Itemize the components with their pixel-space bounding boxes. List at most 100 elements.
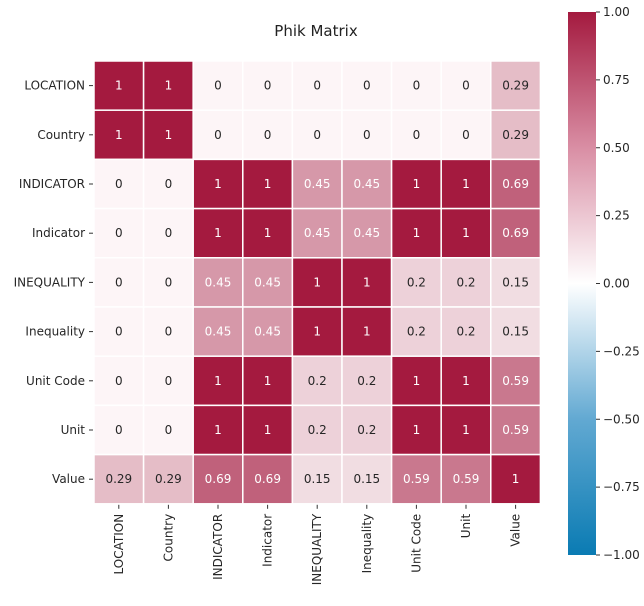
- cell-value-label: 0: [165, 177, 173, 191]
- cell-value-label: 0.69: [502, 177, 529, 191]
- cell-value-label: 0: [363, 128, 371, 142]
- colorbar-tick-label: 0.00: [603, 277, 630, 291]
- heatmap-cell: [192, 158, 244, 210]
- cell-value-label: 0.29: [155, 472, 182, 486]
- x-axis-tick-labels: LOCATION Country INDICATOR Indicator INEQUAL…: [112, 504, 523, 585]
- cell-value-label: 1: [512, 472, 520, 486]
- heatmap-cell: [93, 404, 145, 456]
- colorbar: [568, 12, 596, 555]
- heatmap-cell: [490, 158, 542, 210]
- heatmap-cell: [93, 109, 145, 161]
- cell-value-label: 0.45: [205, 275, 232, 289]
- cell-value-label: 0.69: [205, 472, 232, 486]
- heatmap-cell: [490, 109, 542, 161]
- cell-value-label: 0.59: [453, 472, 480, 486]
- cell-value-label: 0: [165, 275, 173, 289]
- heatmap-cell: [93, 60, 145, 111]
- cell-value-label: 0.59: [502, 374, 529, 388]
- colorbar-tick-label: −1.00: [603, 548, 640, 562]
- cell-value-label: 0.45: [353, 177, 380, 191]
- cell-value-label: 0: [165, 423, 173, 437]
- heatmap-cell: [242, 404, 294, 456]
- y-tick-label: Country: [37, 128, 85, 142]
- cell-value-label: 1: [413, 226, 421, 240]
- heatmap-cell: [440, 60, 492, 111]
- heatmap-cell: [440, 109, 492, 161]
- heatmap-cell: [291, 355, 343, 407]
- cell-value-label: 0: [165, 226, 173, 240]
- cell-value-label: 0: [115, 374, 123, 388]
- cell-value-label: 0.45: [353, 226, 380, 240]
- y-tick-label: Indicator: [32, 226, 85, 240]
- heatmap-cell: [142, 60, 194, 111]
- cell-value-label: 0: [264, 79, 272, 93]
- colorbar-tick-label: 0.50: [603, 141, 630, 155]
- colorbar-tick-label: 0.75: [603, 73, 630, 87]
- heatmap-cell: [142, 453, 194, 505]
- cell-value-label: 0: [264, 128, 272, 142]
- x-tick-label: Unit Code: [409, 514, 423, 573]
- heatmap-cell-labels: 1 1 0 0 0 0 0 0 0.29 1 1 0 0 0 0 0 0 0.29 0 0 1 1 0.45 0.45 1 1 0.…: [105, 79, 529, 487]
- colorbar-tick-label: −0.50: [603, 412, 640, 426]
- cell-value-label: 1: [313, 325, 321, 339]
- cell-value-label: 1: [462, 374, 470, 388]
- cell-value-label: 0.2: [357, 423, 376, 437]
- cell-value-label: 0.45: [254, 325, 281, 339]
- cell-value-label: 0.2: [308, 423, 327, 437]
- cell-value-label: 0.2: [407, 325, 426, 339]
- cell-value-label: 0: [413, 79, 421, 93]
- heatmap-cell: [490, 207, 542, 259]
- chart-title: Phik Matrix: [274, 22, 358, 40]
- cell-value-label: 0: [115, 226, 123, 240]
- heatmap-cell: [93, 158, 145, 210]
- heatmap-cell: [242, 306, 294, 357]
- cell-value-label: 0: [462, 79, 470, 93]
- cell-value-label: 0.2: [456, 325, 475, 339]
- y-tick-label: INDICATOR: [19, 177, 85, 191]
- heatmap-cell: [192, 306, 244, 357]
- cell-value-label: 0.29: [105, 472, 132, 486]
- heatmap-cell: [341, 306, 393, 357]
- cell-value-label: 0.59: [502, 423, 529, 437]
- heatmap-cell: [192, 109, 244, 161]
- x-tick-label: INDICATOR: [211, 514, 225, 580]
- cell-value-label: 0: [115, 325, 123, 339]
- cell-value-label: 0.45: [304, 226, 331, 240]
- cell-value-label: 1: [165, 128, 173, 142]
- heatmap-cell: [341, 453, 393, 505]
- cell-value-label: 1: [214, 423, 222, 437]
- heatmap-cell: [192, 453, 244, 505]
- heatmap-cell: [242, 158, 294, 210]
- cell-value-label: 1: [462, 423, 470, 437]
- cell-value-label: 0.2: [308, 374, 327, 388]
- cell-value-label: 0.45: [254, 275, 281, 289]
- cell-value-label: 0.29: [502, 128, 529, 142]
- cell-value-label: 1: [462, 177, 470, 191]
- heatmap-cell: [291, 109, 343, 161]
- cell-value-label: 0.15: [502, 325, 529, 339]
- cell-value-label: 1: [165, 79, 173, 93]
- cell-value-label: 1: [413, 423, 421, 437]
- heatmap-cell: [142, 158, 194, 210]
- cell-value-label: 0.69: [502, 226, 529, 240]
- x-tick-label: Inequality: [360, 514, 374, 574]
- heatmap-cells: [93, 60, 542, 505]
- cell-value-label: 0: [115, 423, 123, 437]
- cell-value-label: 0.45: [304, 177, 331, 191]
- cell-value-label: 0: [462, 128, 470, 142]
- colorbar-ticks: 1.00 0.75 0.50 0.25 0.00 −0.25 −0.50 −0.75 −1.00: [596, 5, 640, 562]
- heatmap-cell: [242, 453, 294, 505]
- cell-value-label: 0: [165, 325, 173, 339]
- heatmap-cell: [93, 453, 145, 505]
- heatmap-cell: [291, 404, 343, 456]
- heatmap-cell: [490, 453, 542, 505]
- cell-value-label: 0.45: [205, 325, 232, 339]
- cell-value-label: 0.15: [304, 472, 331, 486]
- heatmap-cell: [291, 158, 343, 210]
- cell-value-label: 0: [214, 79, 222, 93]
- x-tick-label: INEQUALITY: [310, 513, 324, 585]
- heatmap-cell: [341, 404, 393, 456]
- cell-value-label: 1: [363, 325, 371, 339]
